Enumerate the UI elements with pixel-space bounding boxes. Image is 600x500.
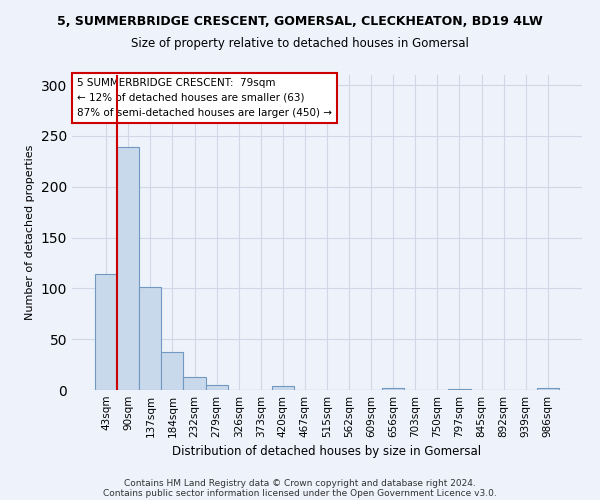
Text: 5, SUMMERBRIDGE CRESCENT, GOMERSAL, CLECKHEATON, BD19 4LW: 5, SUMMERBRIDGE CRESCENT, GOMERSAL, CLEC… (57, 15, 543, 28)
Bar (139, 288, 161, 390)
X-axis label: Distribution of detached houses by size in Gomersal: Distribution of detached houses by size … (172, 446, 482, 458)
Bar (448, 389, 470, 390)
Text: Contains HM Land Registry data © Crown copyright and database right 2024.: Contains HM Land Registry data © Crown c… (124, 478, 476, 488)
Text: Contains public sector information licensed under the Open Government Licence v3: Contains public sector information licen… (103, 488, 497, 498)
Bar (161, 352, 184, 390)
Bar (272, 386, 294, 390)
Bar (184, 377, 206, 390)
Bar (382, 388, 404, 390)
Text: 5 SUMMERBRIDGE CRESCENT:  79sqm
← 12% of detached houses are smaller (63)
87% of: 5 SUMMERBRIDGE CRESCENT: 79sqm ← 12% of … (77, 78, 332, 118)
Bar (117, 147, 139, 390)
Bar (537, 388, 559, 390)
Bar (206, 385, 227, 390)
Y-axis label: Number of detached properties: Number of detached properties (25, 145, 35, 320)
Text: Size of property relative to detached houses in Gomersal: Size of property relative to detached ho… (131, 38, 469, 51)
Bar (95, 274, 117, 390)
